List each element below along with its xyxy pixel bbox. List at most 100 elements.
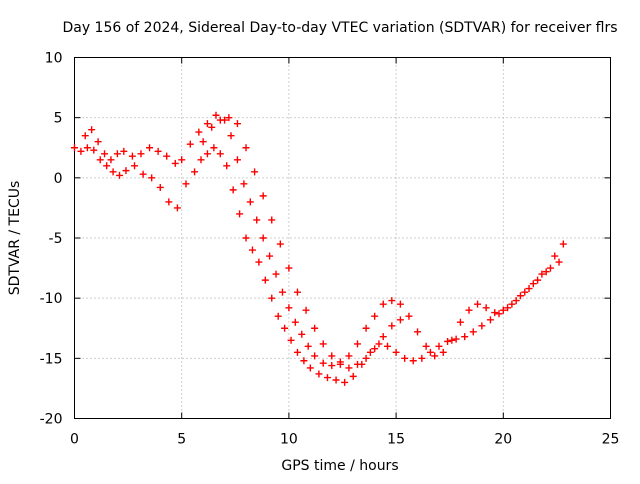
data-point	[240, 180, 248, 188]
data-point	[474, 300, 482, 308]
data-point	[491, 309, 499, 317]
data-point	[486, 316, 494, 324]
data-point	[456, 318, 464, 326]
data-point	[293, 288, 301, 296]
data-point	[137, 150, 145, 158]
data-point	[173, 204, 181, 212]
data-point	[131, 162, 139, 170]
data-point	[199, 138, 207, 146]
data-point	[354, 360, 362, 368]
data-point	[96, 156, 104, 164]
data-point	[291, 318, 299, 326]
data-point	[559, 240, 567, 248]
data-point	[216, 116, 224, 124]
data-point	[120, 147, 128, 155]
data-point	[248, 246, 256, 254]
data-point	[101, 150, 109, 158]
data-point	[444, 337, 452, 345]
data-point	[285, 304, 293, 312]
y-axis-title: SDTVAR / TECUs	[7, 181, 23, 296]
data-point	[274, 312, 282, 320]
data-point	[521, 288, 529, 296]
data-point	[293, 348, 301, 356]
data-point	[354, 340, 362, 348]
data-point	[551, 252, 559, 260]
data-point	[225, 114, 233, 122]
data-point	[216, 150, 224, 158]
data-point	[478, 322, 486, 330]
data-point	[285, 264, 293, 272]
data-point	[113, 150, 121, 158]
data-point	[306, 364, 314, 372]
data-point	[345, 352, 353, 360]
data-point	[401, 354, 409, 362]
y-tick-label: -5	[49, 231, 63, 247]
data-point	[195, 128, 203, 136]
data-point	[171, 159, 179, 167]
data-point	[210, 144, 218, 152]
data-point	[304, 342, 312, 350]
data-point	[71, 144, 78, 152]
data-point	[311, 324, 319, 332]
data-point	[197, 156, 205, 164]
data-point	[281, 324, 289, 332]
data-point	[388, 297, 396, 305]
data-point	[546, 264, 554, 272]
data-point	[83, 144, 91, 152]
data-point	[409, 357, 417, 365]
x-tick-label: 15	[387, 432, 405, 448]
data-point	[223, 162, 231, 170]
data-point	[396, 316, 404, 324]
data-point	[242, 234, 250, 242]
data-point	[525, 285, 533, 293]
data-point	[255, 258, 263, 266]
data-point	[319, 340, 327, 348]
data-point	[315, 370, 323, 378]
data-point	[233, 120, 241, 128]
data-point	[341, 378, 349, 386]
data-point	[323, 374, 331, 382]
data-point	[146, 144, 154, 152]
data-point	[276, 240, 284, 248]
data-point	[242, 144, 250, 152]
data-point	[311, 352, 319, 360]
data-point	[379, 300, 387, 308]
data-point	[122, 167, 130, 175]
data-point	[392, 348, 400, 356]
y-tick-label: -20	[40, 412, 63, 428]
data-point	[148, 174, 156, 182]
data-point	[251, 168, 259, 176]
data-point	[109, 168, 117, 176]
data-point	[499, 306, 507, 314]
x-axis-title: GPS time / hours	[281, 458, 398, 474]
data-point	[229, 186, 237, 194]
data-point	[208, 123, 216, 131]
data-point	[298, 330, 306, 338]
data-point	[268, 216, 276, 224]
data-point	[139, 170, 147, 178]
data-point	[405, 312, 413, 320]
data-point	[116, 171, 124, 179]
data-point	[259, 192, 267, 200]
data-point	[431, 352, 439, 360]
data-point	[332, 376, 340, 384]
data-point	[418, 354, 426, 362]
data-series	[199, 114, 404, 372]
data-point	[469, 328, 477, 336]
y-tick-label: -15	[40, 351, 63, 367]
data-point	[461, 333, 469, 341]
data-point	[287, 336, 295, 344]
data-point	[163, 152, 171, 160]
grid	[74, 57, 611, 419]
data-point	[516, 292, 524, 300]
data-point	[529, 280, 537, 288]
data-point	[156, 183, 164, 191]
data-point	[538, 270, 546, 278]
data-point	[495, 310, 503, 318]
y-tick-label: 5	[54, 111, 63, 127]
data-point	[534, 276, 542, 284]
data-point	[504, 304, 512, 312]
data-point	[345, 364, 353, 372]
data-point	[396, 300, 404, 308]
data-point	[328, 362, 336, 370]
